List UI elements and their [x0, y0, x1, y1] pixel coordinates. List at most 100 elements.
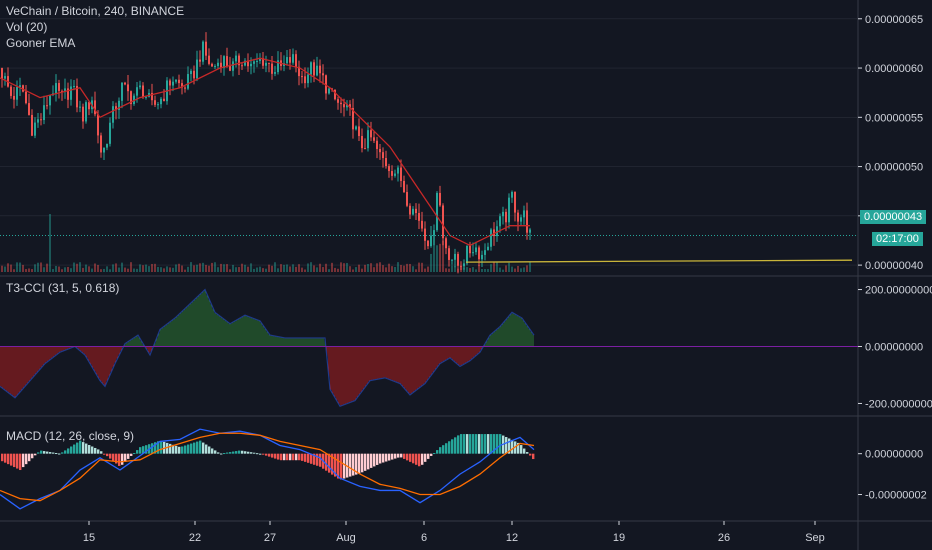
- macd-hist-bar: [157, 441, 160, 454]
- macd-legend[interactable]: MACD (12, 26, close, 9): [6, 429, 135, 443]
- volume-legend[interactable]: Vol (20): [6, 20, 48, 34]
- volume-bar: [481, 268, 483, 272]
- macd-hist-bar: [337, 453, 340, 479]
- candle-body: [58, 83, 60, 91]
- volume-bar: [190, 262, 192, 272]
- candle-body: [346, 104, 348, 108]
- symbol-legend[interactable]: VeChain / Bitcoin, 240, BINANCE Vol (20)…: [6, 3, 184, 51]
- candle-body: [412, 208, 414, 215]
- candle-body: [457, 253, 459, 266]
- candle-body: [130, 91, 132, 105]
- symbol-title[interactable]: VeChain / Bitcoin, 240, BINANCE: [6, 4, 185, 18]
- macd-hist-bar: [364, 453, 367, 471]
- volume-bar: [340, 262, 342, 272]
- candle-body: [37, 119, 39, 123]
- macd-hist-bar: [97, 449, 100, 454]
- volume-bar: [319, 263, 321, 272]
- candle-body: [10, 86, 12, 96]
- candle-body: [343, 104, 345, 108]
- volume-bar: [229, 269, 231, 272]
- volume-bar: [298, 264, 300, 272]
- macd-hist-bar: [352, 453, 355, 476]
- candle-body: [151, 92, 153, 101]
- candle-body: [448, 248, 450, 260]
- macd-hist-bar: [244, 451, 247, 454]
- candle-body: [76, 85, 78, 108]
- candle-body: [211, 63, 213, 67]
- candle-body: [397, 167, 399, 174]
- support-trendline[interactable]: [465, 259, 853, 263]
- time-tick-label: 6: [421, 532, 427, 544]
- volume-bar: [472, 267, 474, 272]
- macd-hist-bar: [301, 453, 304, 461]
- macd-hist-bar: [472, 434, 475, 454]
- candle-body: [292, 54, 294, 63]
- time-tick-label: 19: [613, 532, 625, 544]
- ema-legend[interactable]: Gooner EMA: [6, 36, 76, 50]
- macd-hist-bar: [223, 453, 226, 455]
- cci-legend[interactable]: T3-CCI (31, 5, 0.618): [6, 281, 120, 295]
- volume-bar: [352, 269, 354, 272]
- candle-body: [295, 54, 297, 67]
- volume-bar: [88, 266, 90, 272]
- candle-body: [364, 148, 366, 150]
- volume-bar: [205, 264, 207, 272]
- candle-body: [514, 191, 516, 213]
- candle-body: [40, 119, 42, 121]
- macd-hist-bar: [289, 453, 292, 461]
- volume-bar: [304, 269, 306, 272]
- time-tick-label: 15: [83, 532, 95, 544]
- volume-bar: [109, 269, 111, 272]
- volume-bar: [490, 264, 492, 272]
- macd-hist-bar: [43, 451, 46, 454]
- volume-bar: [334, 267, 336, 272]
- candle-body: [400, 167, 402, 181]
- volume-bar: [121, 262, 123, 272]
- macd-hist-bar: [166, 442, 169, 454]
- volume-bar: [76, 263, 78, 272]
- macd-hist-bar: [250, 452, 253, 454]
- macd-hist-bar: [28, 453, 31, 462]
- macd-hist-bar: [415, 453, 418, 465]
- candle-body: [355, 126, 357, 130]
- macd-hist-bar: [25, 453, 28, 465]
- candle-body: [361, 136, 363, 149]
- candle-body: [268, 62, 270, 64]
- candle-body: [466, 245, 468, 264]
- macd-hist-bar: [481, 434, 484, 454]
- cci-axis[interactable]: 200.00000000 0.00000000 -200.00000000: [858, 285, 932, 411]
- macd-hist-bar: [376, 453, 379, 465]
- volume-bar: [196, 264, 198, 272]
- macd-hist-bar: [520, 445, 523, 454]
- volume-bar: [52, 269, 54, 272]
- macd-hist-bar: [421, 453, 424, 465]
- volume-bar: [508, 262, 510, 272]
- volume-bar: [13, 269, 15, 272]
- macd-hist-bar: [532, 453, 535, 460]
- candle-body: [16, 86, 18, 100]
- candle-body: [385, 158, 387, 167]
- volume-bar: [280, 264, 282, 272]
- time-axis[interactable]: 15 22 27 Aug 6 12 19 26 Sep: [83, 521, 825, 544]
- macd-hist-bar: [121, 453, 124, 465]
- candle-body: [205, 41, 207, 56]
- volume-bar: [154, 263, 156, 272]
- candle-body: [496, 226, 498, 237]
- macd-hist-bar: [274, 453, 277, 459]
- macd-hist-bar: [439, 447, 442, 454]
- volume-bar: [79, 262, 81, 272]
- macd-hist-bar: [31, 453, 34, 459]
- macd-hist-bar: [154, 442, 157, 454]
- macd-axis[interactable]: 0.00000000 -0.00000002: [858, 449, 927, 502]
- macd-hist-bar: [313, 453, 316, 465]
- volume-bar: [463, 267, 465, 272]
- candle-body: [328, 88, 330, 94]
- candle-body: [259, 58, 261, 61]
- macd-hist-bar: [133, 453, 136, 455]
- volume-bar: [259, 266, 261, 272]
- volume-bar: [22, 264, 24, 272]
- volume-bar: [391, 266, 393, 272]
- macd-hist-bar: [397, 453, 400, 458]
- macd-hist-bar: [469, 434, 472, 454]
